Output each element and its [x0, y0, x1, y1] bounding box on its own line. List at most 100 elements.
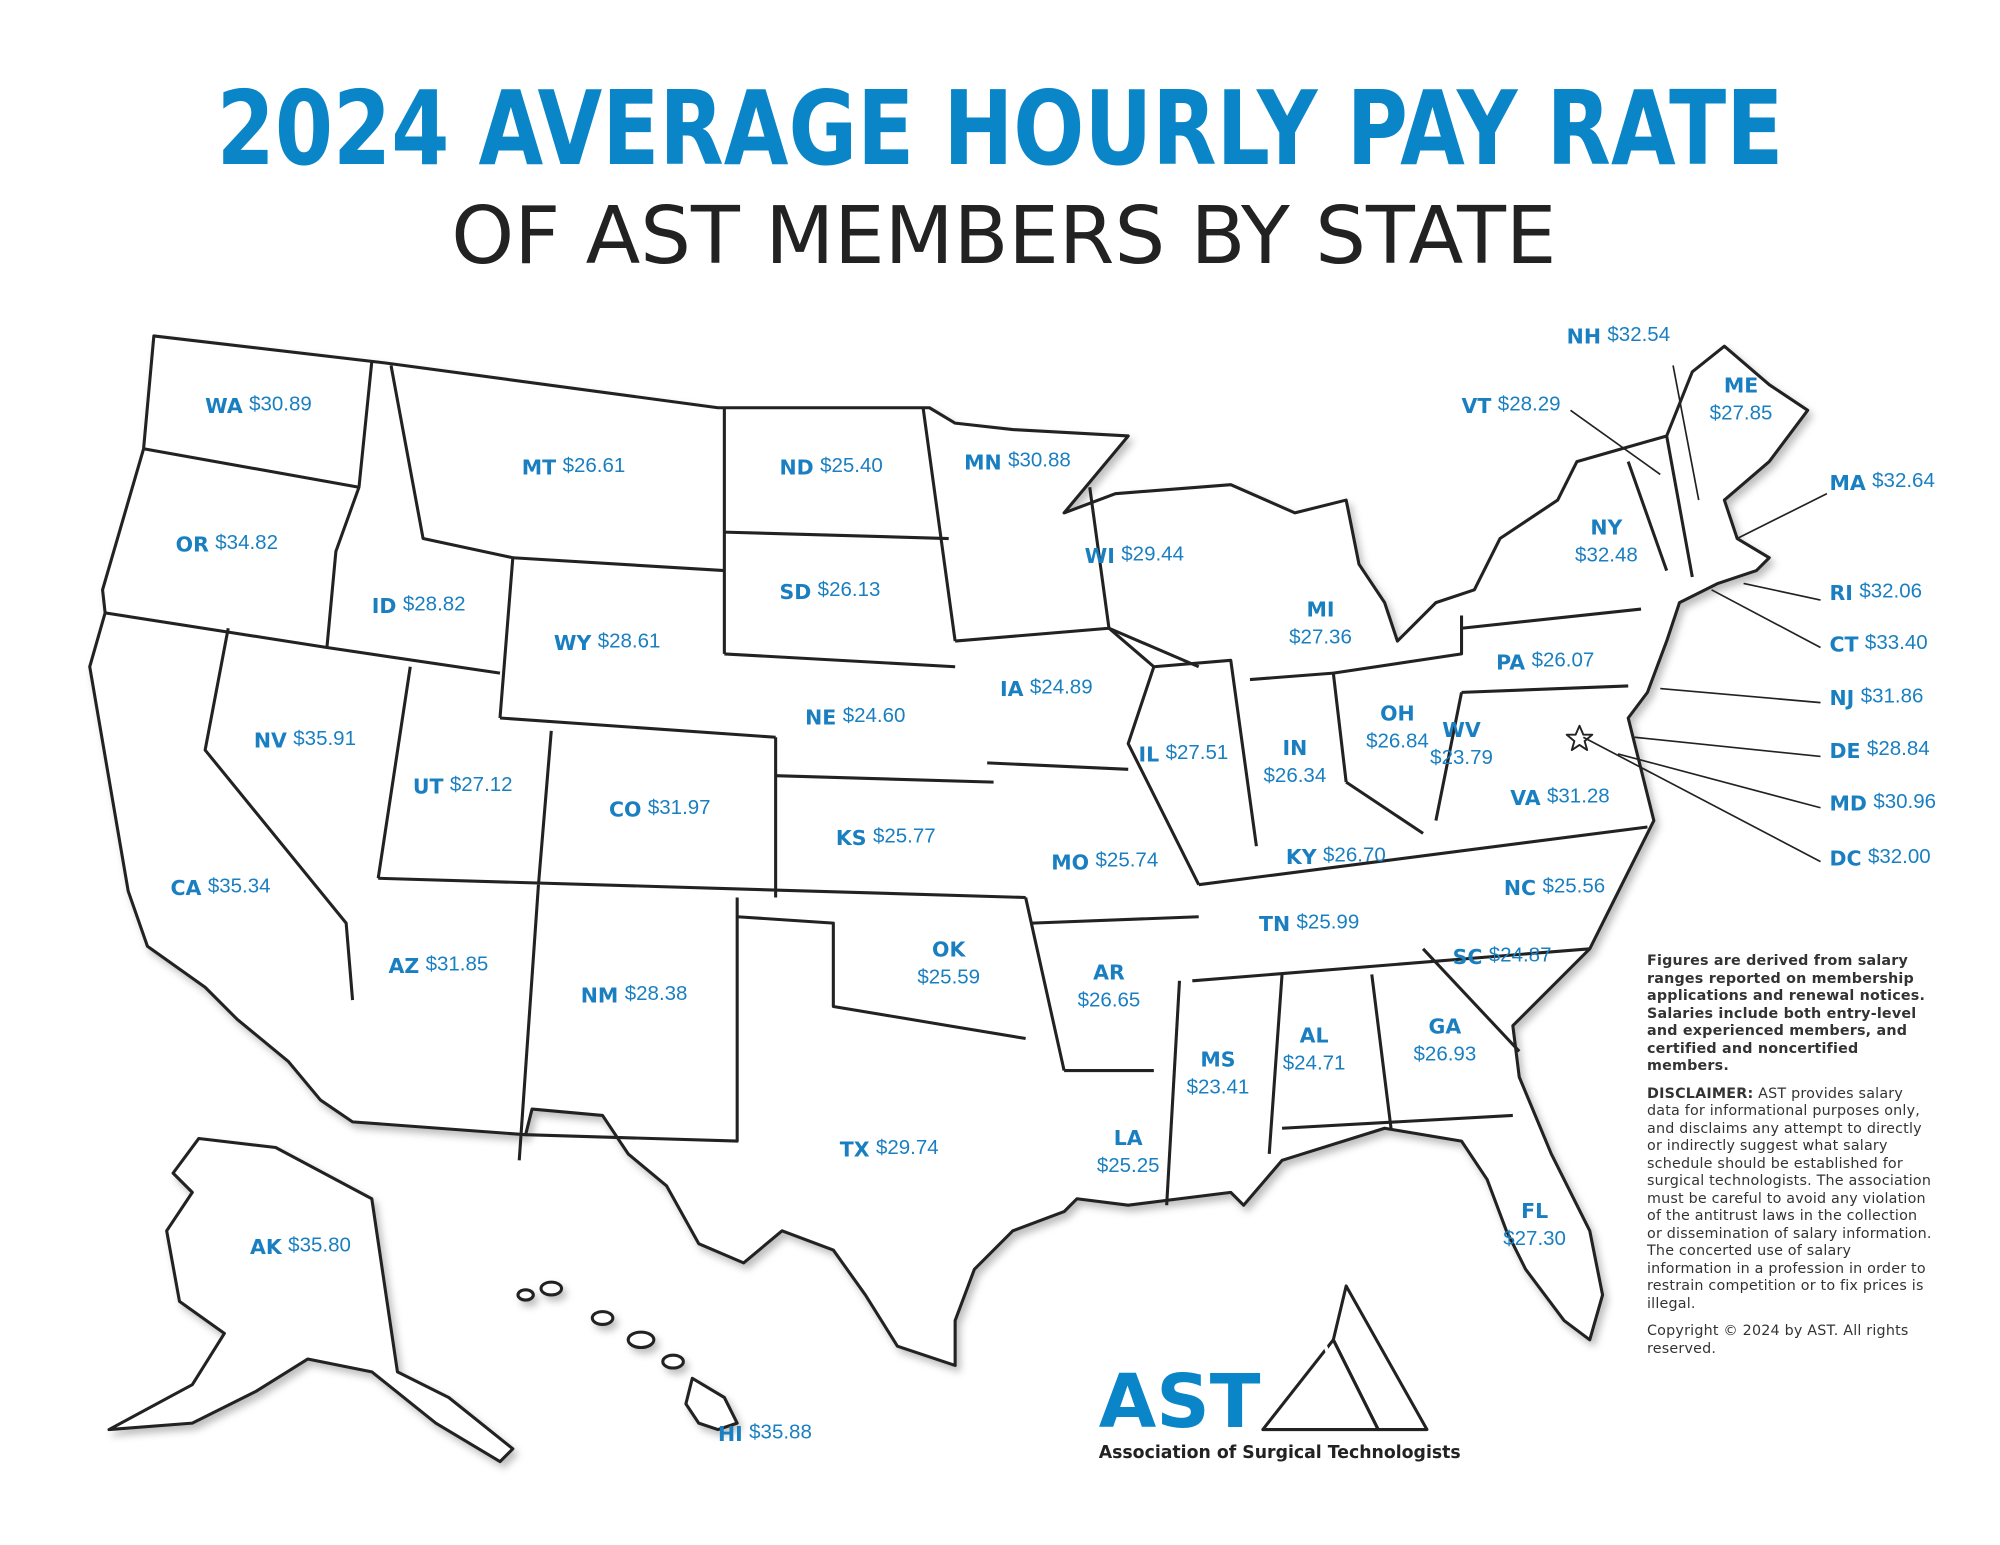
- state-pay: $26.93: [1414, 1042, 1477, 1065]
- state-abbr: GA: [1429, 1014, 1462, 1038]
- state-pay: $24.89: [1030, 676, 1093, 699]
- state-pay: $26.70: [1323, 844, 1386, 867]
- state-pay: $26.61: [563, 454, 626, 477]
- state-pay: $32.64: [1872, 469, 1935, 492]
- state-pay: $28.61: [598, 630, 661, 653]
- state-abbr: IL: [1138, 743, 1159, 767]
- state-abbr: NE: [805, 705, 836, 729]
- state-abbr: FL: [1521, 1199, 1548, 1223]
- state-pay: $25.40: [820, 454, 883, 477]
- state-abbr: TN: [1259, 912, 1290, 936]
- state-pay: $35.91: [293, 727, 356, 750]
- state-pay: $23.79: [1430, 746, 1493, 769]
- state-abbr: AK: [250, 1235, 283, 1259]
- state-pay: $28.29: [1498, 392, 1561, 415]
- state-abbr: HI: [718, 1422, 743, 1446]
- state-abbr: WV: [1442, 718, 1481, 742]
- state-pay: $26.65: [1078, 988, 1141, 1011]
- subtitle: OF AST MEMBERS BY STATE: [451, 189, 1556, 282]
- state-pay: $26.34: [1264, 764, 1327, 787]
- state-pay: $35.88: [749, 1421, 812, 1444]
- disclaimer-label: DISCLAIMER:: [1647, 1085, 1754, 1102]
- state-abbr: LA: [1114, 1126, 1143, 1150]
- state-pay: $27.85: [1710, 401, 1773, 424]
- notes: Figures are derived from salary ranges r…: [1647, 953, 1932, 1368]
- dc-star: [1565, 724, 1594, 752]
- state-pay: $28.84: [1867, 737, 1930, 760]
- state-abbr: MT: [522, 455, 556, 479]
- state-abbr: AR: [1093, 961, 1125, 985]
- contiguous-us-outline: [88, 334, 1810, 1367]
- state-pay: $24.87: [1489, 944, 1552, 967]
- state-pay: $27.36: [1289, 626, 1352, 649]
- figures-note: Figures are derived from salary ranges r…: [1647, 953, 1926, 1074]
- state-pay: $35.34: [208, 874, 271, 897]
- title: 2024 AVERAGE HOURLY PAY RATE: [217, 70, 1784, 189]
- state-abbr: IN: [1282, 736, 1307, 760]
- state-pay: $26.13: [818, 578, 881, 601]
- state-pay: $25.59: [917, 965, 980, 988]
- disclaimer-text: AST provides salary data for information…: [1647, 1085, 1932, 1312]
- state-abbr: SD: [779, 580, 811, 604]
- state-abbr: WI: [1085, 544, 1115, 568]
- state-abbr: NH: [1567, 325, 1601, 349]
- state-pay: $25.25: [1097, 1154, 1160, 1177]
- logo: AST Association of Surgical Technologist…: [1099, 1284, 1461, 1463]
- state-abbr: MS: [1200, 1048, 1235, 1072]
- state-abbr: IA: [1000, 677, 1024, 701]
- state-pay: $32.48: [1575, 544, 1638, 567]
- state-pay: $30.88: [1008, 449, 1071, 472]
- state-abbr: VA: [1510, 786, 1540, 810]
- state-pay: $29.74: [876, 1136, 939, 1159]
- state-abbr: NJ: [1829, 686, 1854, 710]
- state-pay: $33.40: [1865, 631, 1928, 654]
- copyright: Copyright © 2024 by AST. All rights rese…: [1647, 1323, 1909, 1357]
- state-pay: $26.84: [1366, 729, 1429, 752]
- state-abbr: MA: [1829, 471, 1865, 495]
- logo-full-name: Association of Surgical Technologists: [1099, 1443, 1461, 1463]
- state-pay: $32.06: [1859, 580, 1922, 603]
- state-pay: $28.38: [625, 982, 688, 1005]
- state-pay: $24.71: [1283, 1051, 1346, 1074]
- state-pay: $31.97: [648, 796, 711, 819]
- state-abbr: MD: [1829, 791, 1866, 815]
- state-abbr: OK: [932, 937, 966, 961]
- alaska-outline: [107, 1136, 515, 1464]
- state-borders: [104, 361, 1694, 1206]
- state-abbr: ND: [779, 455, 813, 479]
- state-pay: $25.74: [1096, 849, 1159, 872]
- state-pay: $24.60: [843, 704, 906, 727]
- state-abbr: OH: [1380, 702, 1415, 726]
- state-pay: $35.80: [288, 1233, 351, 1256]
- state-pay: $23.41: [1187, 1076, 1250, 1099]
- state-abbr: CA: [171, 876, 202, 900]
- state-abbr: NV: [254, 729, 287, 753]
- state-abbr: ME: [1724, 373, 1758, 397]
- state-abbr: MN: [964, 450, 1002, 474]
- logo-name: AST: [1099, 1358, 1261, 1445]
- hawaii-outline: [516, 1280, 739, 1432]
- state-abbr: RI: [1829, 581, 1852, 605]
- state-abbr: VT: [1462, 394, 1492, 418]
- state-pay: $25.99: [1297, 910, 1360, 933]
- leader-lines: [1570, 365, 1828, 863]
- state-abbr: PA: [1496, 650, 1525, 674]
- state-abbr: DC: [1829, 846, 1861, 870]
- state-pay: $31.28: [1547, 785, 1610, 808]
- state-pay: $31.85: [426, 953, 489, 976]
- state-pay: $27.51: [1166, 741, 1229, 764]
- state-abbr: UT: [413, 775, 444, 799]
- state-pay: $28.82: [403, 592, 466, 615]
- state-pay: $32.54: [1607, 323, 1670, 346]
- state-abbr: DE: [1829, 739, 1860, 763]
- state-pay: $32.00: [1868, 845, 1931, 868]
- state-abbr: MO: [1051, 850, 1089, 874]
- state-abbr: NC: [1504, 876, 1536, 900]
- state-abbr: KS: [836, 826, 867, 850]
- state-pay: $25.56: [1542, 874, 1605, 897]
- state-abbr: ID: [372, 594, 397, 618]
- state-pay: $30.89: [249, 392, 312, 415]
- state-abbr: SC: [1453, 945, 1483, 969]
- state-pay: $27.30: [1503, 1227, 1566, 1250]
